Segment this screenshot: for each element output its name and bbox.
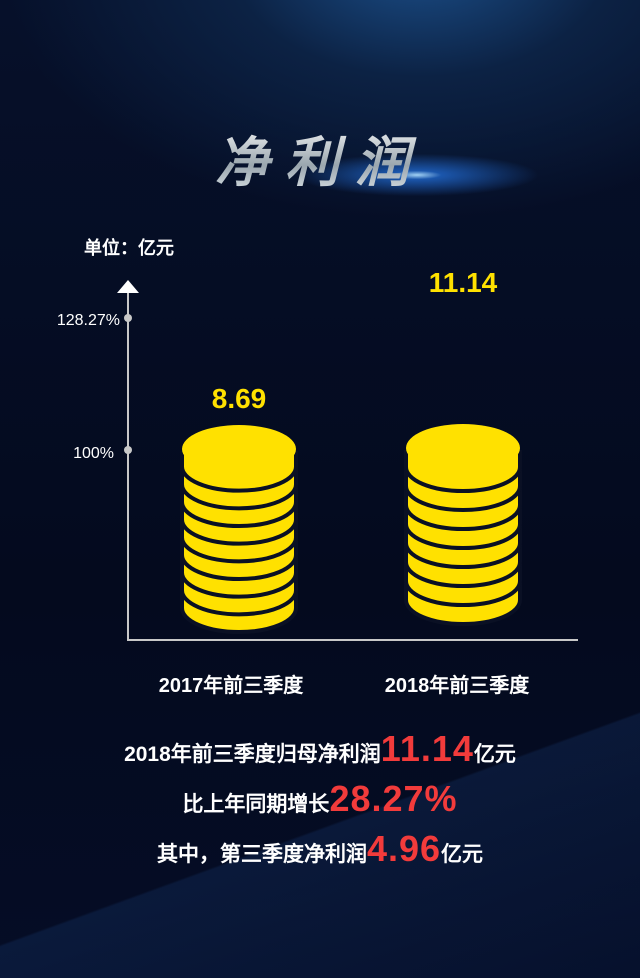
tick-dot	[124, 446, 132, 454]
value-label-2017: 8.69	[212, 383, 267, 414]
value-label-2018: 11.14	[429, 267, 498, 298]
axes: 128.27% 100%	[57, 280, 578, 641]
unit-label: 单位：亿元	[84, 238, 174, 258]
y-tick-label: 128.27%	[57, 312, 120, 329]
category-label-2018: 2018年前三季度	[385, 673, 530, 697]
coin-top	[406, 424, 520, 472]
summary-text: 比上年同期增长	[182, 793, 330, 816]
coin-stack-2018年前三季度	[404, 424, 522, 626]
summary-text: 其中，第三季度净利润	[156, 843, 367, 866]
coin-stack-2017年前三季度	[180, 425, 298, 634]
tick-dot	[124, 314, 132, 322]
summary-line-2: 比上年同期增长28.27%	[0, 778, 640, 820]
y-tick-label: 100%	[73, 445, 114, 462]
summary-text: 亿元	[473, 743, 516, 766]
summary-line-1: 2018年前三季度归母净利润11.14亿元	[0, 728, 640, 770]
page-title: 净利润	[0, 118, 640, 197]
summary-highlight: 4.96	[366, 828, 442, 869]
summary-highlight: 28.27%	[329, 778, 458, 819]
summary-text: 2018年前三季度归母净利润	[124, 743, 381, 766]
category-label-2017: 2017年前三季度	[159, 673, 304, 697]
coin-top	[182, 425, 296, 473]
y-axis-arrow	[117, 280, 139, 293]
lens-flare	[300, 150, 560, 200]
summary-text: 亿元	[441, 843, 484, 866]
summary-highlight: 11.14	[380, 728, 474, 769]
summary-line-3: 其中，第三季度净利润4.96亿元	[0, 828, 640, 870]
